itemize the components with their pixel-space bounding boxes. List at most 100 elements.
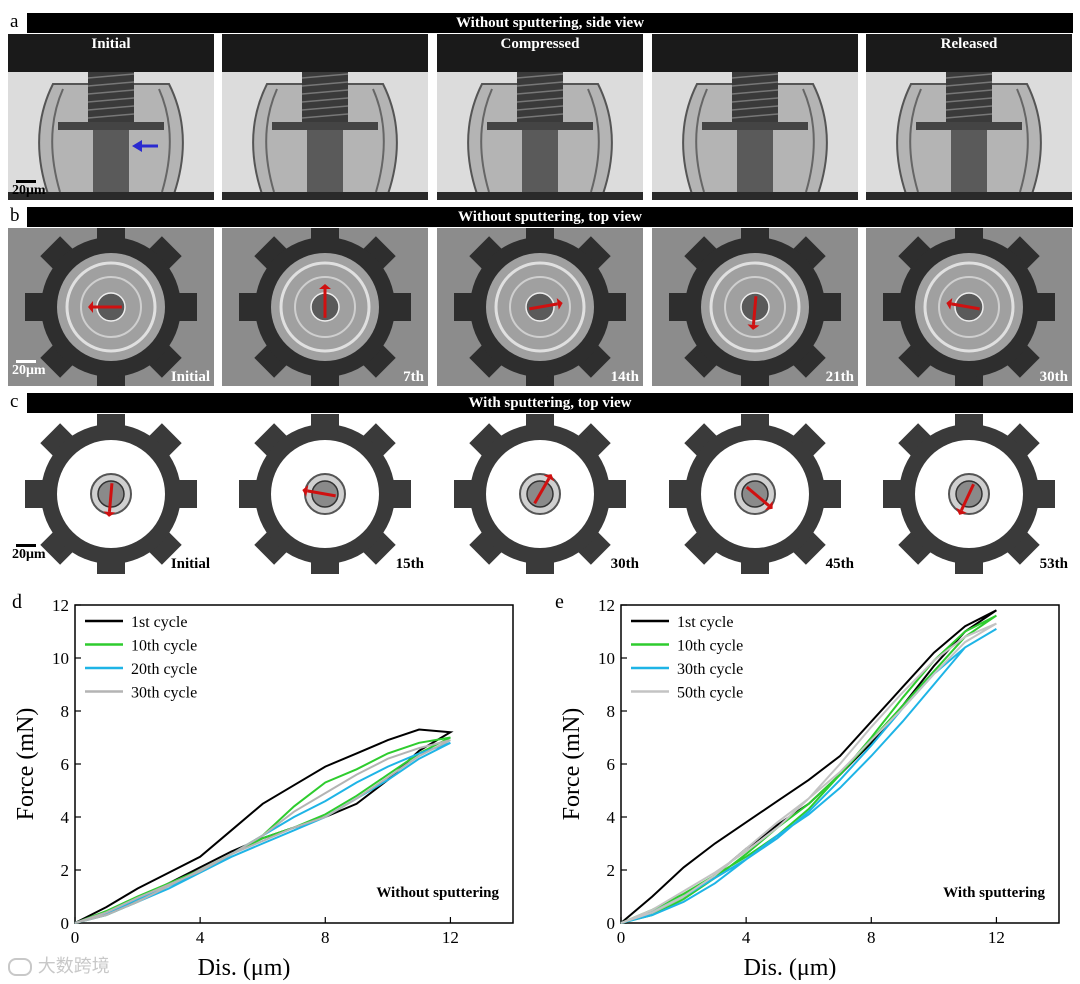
x-axis-label: Dis. (μm) bbox=[744, 955, 837, 981]
series-line bbox=[74, 728, 454, 924]
frame-label-c: Initial bbox=[170, 556, 210, 572]
scale-bar-c: 20μm bbox=[12, 544, 46, 563]
x-tick-label: 0 bbox=[617, 928, 626, 947]
series-line bbox=[74, 739, 451, 924]
rotation-arrow bbox=[745, 485, 770, 507]
central-pillar bbox=[522, 130, 558, 192]
y-tick-label: 2 bbox=[61, 861, 70, 880]
red-arrow-head-icon bbox=[543, 474, 555, 482]
red-arrow-head-icon bbox=[319, 284, 331, 289]
legend-label: 10th cycle bbox=[677, 638, 743, 655]
frame-label-c: 15th bbox=[395, 556, 424, 572]
chart-e: e 0 2 4 6 8 10 12 0 4 8 12 Dis. (μm) Force (mN) 1st cy… bbox=[555, 591, 1060, 981]
inner-ring bbox=[279, 261, 371, 353]
y-tick-label: 0 bbox=[61, 914, 70, 933]
side-view-frame bbox=[8, 34, 214, 200]
inner-ring bbox=[494, 261, 586, 353]
frame-label-b: 7th bbox=[403, 369, 424, 385]
legend-label: 30th cycle bbox=[131, 685, 197, 702]
rotation-arrow bbox=[951, 302, 980, 311]
panel-letter-e: e bbox=[555, 591, 564, 613]
x-tick-label: 4 bbox=[742, 928, 751, 947]
red-arrow-head-icon bbox=[955, 507, 967, 515]
y-tick-label: 6 bbox=[61, 755, 70, 774]
watermark: 大数跨境 bbox=[8, 952, 110, 978]
central-pillar bbox=[93, 130, 129, 192]
red-arrow-head-icon bbox=[946, 297, 953, 310]
y-axis-label: Force (mN) bbox=[559, 708, 585, 821]
central-pillar bbox=[307, 130, 343, 192]
y-tick-label: 12 bbox=[52, 596, 69, 615]
top-platen bbox=[866, 34, 1072, 72]
y-tick-label: 10 bbox=[598, 649, 615, 668]
legend-label: 1st cycle bbox=[131, 614, 187, 631]
top-platen bbox=[437, 34, 643, 72]
side-view-frame bbox=[866, 34, 1072, 200]
frame-label-c: 53th bbox=[1039, 556, 1068, 572]
scale-label: 20μm bbox=[12, 363, 46, 378]
inner-ring bbox=[65, 261, 157, 353]
chart-annotation: Without sputtering bbox=[376, 885, 499, 901]
frame-label-b: 21th bbox=[825, 369, 854, 385]
panel-letter-a: a bbox=[8, 11, 21, 32]
panel-letter-b: b bbox=[8, 205, 22, 226]
legend-label: 1st cycle bbox=[677, 614, 733, 631]
series-line bbox=[620, 609, 997, 924]
scale-label: 20μm bbox=[12, 547, 46, 562]
rotation-arrow bbox=[751, 296, 758, 326]
frame-label-a: Released bbox=[940, 36, 998, 52]
side-view-frame bbox=[652, 34, 858, 200]
rotation-arrow bbox=[107, 483, 114, 513]
legend-label: 10th cycle bbox=[131, 638, 197, 655]
frame-label-b: Initial bbox=[170, 369, 210, 385]
y-tick-label: 6 bbox=[607, 755, 616, 774]
watermark-logo-icon bbox=[8, 958, 32, 976]
frame-label-c: 30th bbox=[610, 556, 639, 572]
side-view-frame bbox=[222, 34, 428, 200]
x-axis-label: Dis. (μm) bbox=[198, 955, 291, 981]
central-pillar bbox=[737, 130, 773, 192]
top-view-frame-b bbox=[222, 228, 428, 386]
panel-letter-c: c bbox=[8, 391, 21, 412]
frame-label-c: 45th bbox=[825, 556, 854, 572]
top-platen bbox=[652, 34, 858, 72]
legend-label: 50th cycle bbox=[677, 685, 743, 702]
panel-a-title-bar: Without sputtering, side view bbox=[27, 13, 1073, 33]
side-view-frame bbox=[437, 34, 643, 200]
frame-label-b: 14th bbox=[610, 369, 639, 385]
red-arrow-head-icon bbox=[88, 301, 93, 313]
y-tick-label: 4 bbox=[607, 808, 616, 827]
red-arrow-head-icon bbox=[103, 511, 116, 517]
scale-label: 20μm bbox=[12, 183, 46, 198]
top-view-frame-c bbox=[8, 414, 214, 574]
red-arrow-head-icon bbox=[747, 324, 760, 330]
red-arrow-head-icon bbox=[302, 484, 309, 497]
top-view-frame-c bbox=[222, 414, 428, 574]
y-tick-label: 10 bbox=[52, 649, 69, 668]
top-view-frame-b bbox=[8, 228, 214, 386]
central-pillar bbox=[951, 130, 987, 192]
y-tick-label: 8 bbox=[607, 702, 616, 721]
x-tick-label: 8 bbox=[867, 928, 876, 947]
y-tick-label: 8 bbox=[61, 702, 70, 721]
red-arrow-head-icon bbox=[556, 297, 563, 310]
rotation-arrow bbox=[307, 489, 336, 498]
rotation-arrow bbox=[529, 302, 558, 311]
x-tick-label: 12 bbox=[442, 928, 459, 947]
legend-label: 20th cycle bbox=[131, 661, 197, 678]
inner-ring bbox=[709, 261, 801, 353]
top-view-frame-b bbox=[652, 228, 858, 386]
frame-label-b: 30th bbox=[1039, 369, 1068, 385]
series-line bbox=[620, 628, 997, 924]
top-view-frame-c bbox=[652, 414, 858, 574]
x-tick-label: 12 bbox=[988, 928, 1005, 947]
series-line bbox=[620, 614, 997, 924]
panel-c-title-bar: With sputtering, top view bbox=[27, 393, 1073, 413]
chart-annotation: With sputtering bbox=[943, 885, 1045, 901]
x-tick-label: 8 bbox=[321, 928, 330, 947]
force-displacement-plots: d 0 2 4 6 8 10 12 0 4 8 12 Dis. (μm) Force (mN) 1st cy… bbox=[12, 591, 1060, 981]
y-tick-label: 12 bbox=[598, 596, 615, 615]
frame-label-a: Compressed bbox=[500, 36, 580, 52]
y-tick-label: 2 bbox=[607, 861, 616, 880]
series-line bbox=[620, 622, 997, 924]
